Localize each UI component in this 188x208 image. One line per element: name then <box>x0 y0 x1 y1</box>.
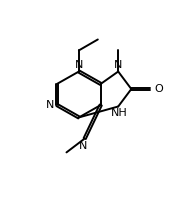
Text: N: N <box>75 60 83 70</box>
Text: N: N <box>79 141 87 151</box>
Text: O: O <box>154 84 163 94</box>
Text: NH: NH <box>111 109 128 119</box>
Text: N: N <box>114 60 122 70</box>
Text: N: N <box>45 100 54 110</box>
